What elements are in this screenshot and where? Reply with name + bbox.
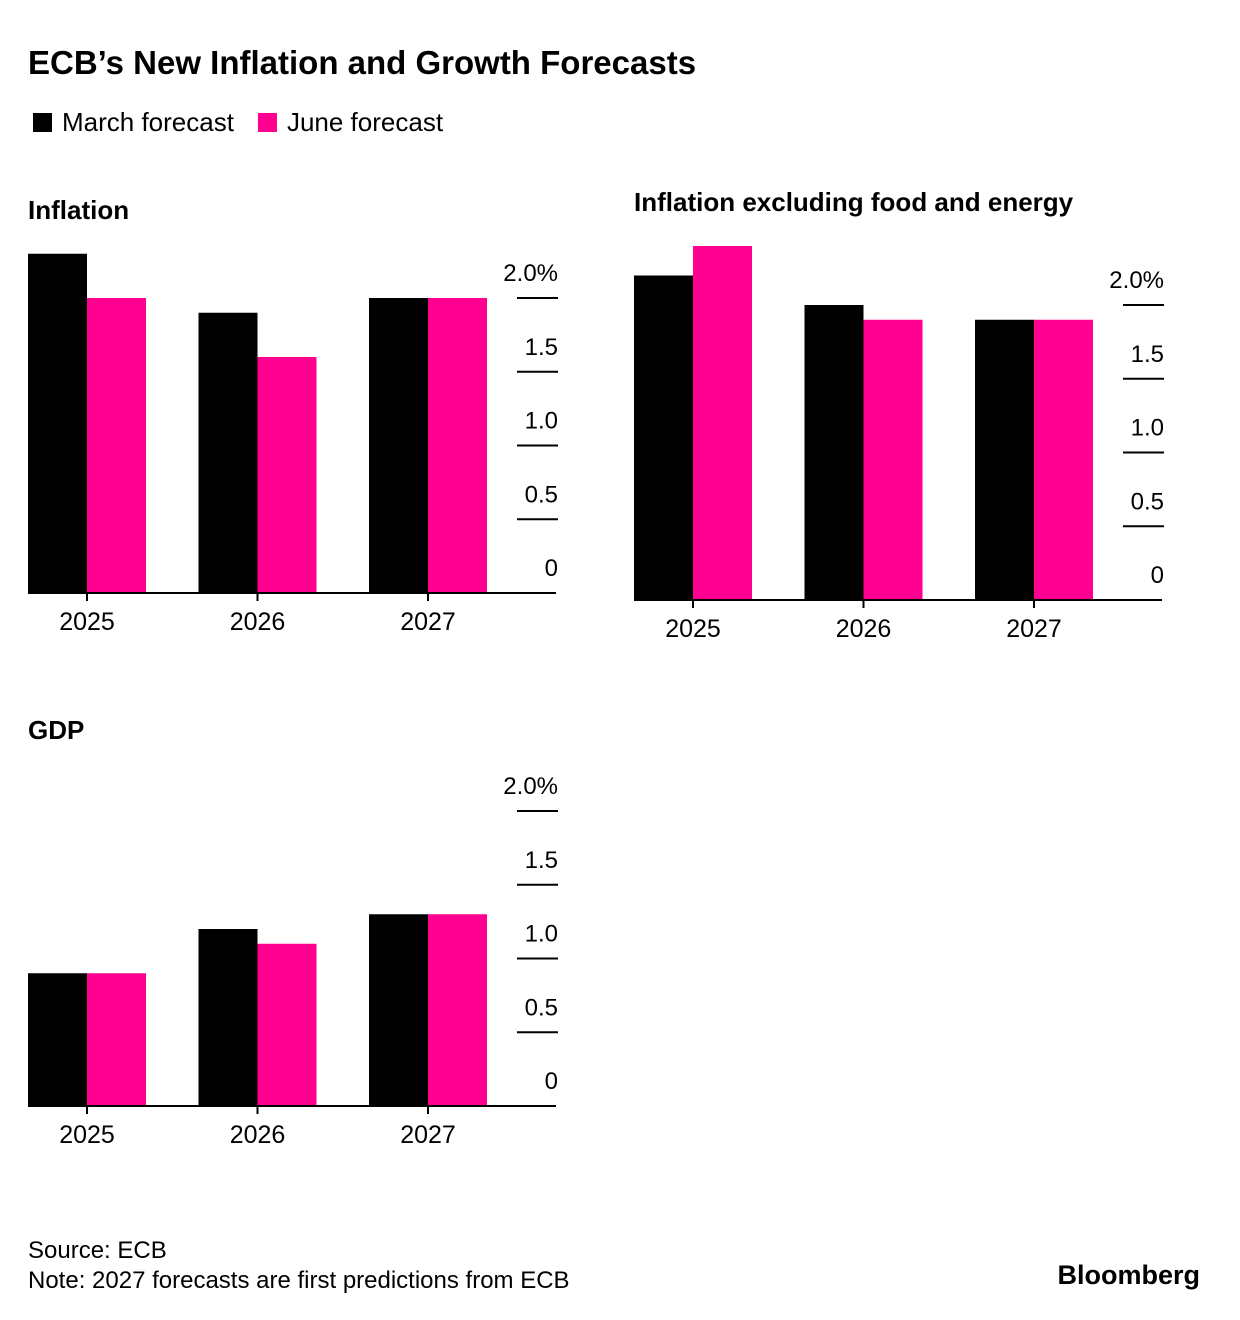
bar xyxy=(257,357,317,593)
y-tick-label: 1.5 xyxy=(525,847,558,874)
y-tick-label: 1.0 xyxy=(525,408,558,435)
bar xyxy=(634,275,693,600)
chart-title: ECB’s New Inflation and Growth Forecasts xyxy=(28,44,696,81)
bar xyxy=(428,914,487,1106)
logo: Bloomberg xyxy=(1057,1260,1200,1290)
legend-swatch xyxy=(33,113,52,132)
bar xyxy=(369,298,428,593)
y-tick-label: 0.5 xyxy=(525,994,558,1021)
source: Source: ECB xyxy=(28,1237,167,1264)
bar xyxy=(28,973,87,1106)
bar xyxy=(369,914,428,1106)
x-tick-label: 2027 xyxy=(400,1121,456,1149)
y-tick-label: 1.5 xyxy=(525,334,558,361)
bar xyxy=(804,305,864,600)
bar xyxy=(257,943,317,1106)
legend-swatch xyxy=(257,113,277,132)
note: Note: 2027 forecasts are first predictio… xyxy=(28,1267,570,1294)
y-tick-label: 1.0 xyxy=(525,921,558,948)
bar xyxy=(863,319,923,600)
bar xyxy=(428,298,487,593)
y-tick-label: 0 xyxy=(545,1068,558,1095)
x-tick-label: 2025 xyxy=(59,1121,115,1149)
bar xyxy=(975,319,1034,600)
y-tick-label: 2.0% xyxy=(1109,267,1164,294)
x-tick-label: 2026 xyxy=(230,608,286,636)
x-tick-label: 2027 xyxy=(400,608,456,636)
x-tick-label: 2026 xyxy=(230,1121,286,1149)
panel-title: Inflation excluding food and energy xyxy=(634,187,1074,217)
y-tick-label: 2.0% xyxy=(503,773,558,800)
bar xyxy=(87,973,146,1106)
y-tick-label: 2.0% xyxy=(503,260,558,287)
bar xyxy=(1034,319,1093,600)
y-tick-label: 0 xyxy=(1151,562,1164,589)
y-tick-label: 0.5 xyxy=(525,481,558,508)
y-tick-label: 1.5 xyxy=(1131,341,1164,368)
legend-label: June forecast xyxy=(287,107,444,137)
x-tick-label: 2025 xyxy=(665,615,721,643)
y-tick-label: 1.0 xyxy=(1131,415,1164,442)
panel-title: Inflation xyxy=(28,195,129,225)
bar xyxy=(198,312,258,593)
bar xyxy=(693,246,752,600)
x-tick-label: 2027 xyxy=(1006,615,1062,643)
legend-label: March forecast xyxy=(62,107,235,137)
bar xyxy=(198,929,258,1106)
bar xyxy=(28,253,87,593)
bar xyxy=(87,298,146,593)
y-tick-label: 0.5 xyxy=(1131,488,1164,515)
x-tick-label: 2026 xyxy=(836,615,892,643)
y-tick-label: 0 xyxy=(545,555,558,582)
panel-title: GDP xyxy=(28,715,84,745)
x-tick-label: 2025 xyxy=(59,608,115,636)
